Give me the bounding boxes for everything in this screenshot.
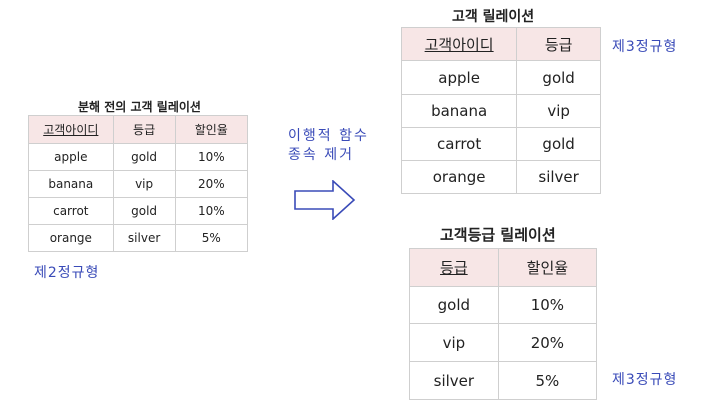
cell: banana bbox=[28, 170, 114, 198]
original-normal-form-note: 제2정규형 bbox=[34, 265, 100, 281]
cell: 10% bbox=[174, 197, 249, 225]
table-row: orange silver 5% bbox=[28, 224, 249, 252]
cell: gold bbox=[112, 197, 176, 225]
header-grade: 등급 bbox=[409, 248, 499, 287]
cell: gold bbox=[516, 127, 601, 161]
cell: silver bbox=[409, 361, 499, 400]
table-row: carrot gold 10% bbox=[28, 197, 249, 225]
header-grade: 등급 bbox=[516, 27, 601, 61]
table-row: gold 10% bbox=[409, 286, 598, 324]
right-arrow-icon bbox=[294, 180, 356, 220]
cell: silver bbox=[516, 160, 601, 194]
original-relation-title: 분해 전의 고객 릴레이션 bbox=[78, 100, 201, 114]
cell: gold bbox=[112, 143, 176, 171]
cell: apple bbox=[28, 143, 114, 171]
table-row: orange silver bbox=[400, 160, 601, 194]
header-grade: 등급 bbox=[112, 115, 176, 144]
header-discount: 할인율 bbox=[497, 248, 598, 287]
cell: carrot bbox=[28, 197, 114, 225]
table-row: vip 20% bbox=[409, 323, 598, 362]
transform-caption-line2: 종속 제거 bbox=[288, 147, 354, 163]
transform-caption: 이행적 함수 종속 제거 bbox=[288, 127, 369, 165]
cell: banana bbox=[400, 94, 518, 128]
grade-normal-form-note: 제3정규형 bbox=[612, 372, 678, 388]
cell: silver bbox=[112, 224, 176, 252]
customer-normal-form-note: 제3정규형 bbox=[612, 39, 678, 55]
cell: orange bbox=[400, 160, 518, 194]
table-row: banana vip bbox=[400, 94, 601, 128]
customer-relation-table: 고객아이디 등급 apple gold banana vip carrot go… bbox=[400, 27, 601, 194]
header-discount: 할인율 bbox=[174, 115, 249, 144]
table-row: carrot gold bbox=[400, 127, 601, 161]
table-row: apple gold bbox=[400, 60, 601, 95]
cell: gold bbox=[409, 286, 499, 324]
cell: gold bbox=[516, 60, 601, 95]
transform-caption-line1: 이행적 함수 bbox=[288, 128, 369, 144]
cell: carrot bbox=[400, 127, 518, 161]
customer-relation-title: 고객 릴레이션 bbox=[452, 9, 535, 25]
cell: 10% bbox=[497, 286, 598, 324]
original-relation-table: 고객아이디 등급 할인율 apple gold 10% banana vip 2… bbox=[28, 115, 249, 252]
cell: 5% bbox=[497, 361, 598, 400]
table-row: banana vip 20% bbox=[28, 170, 249, 198]
cell: apple bbox=[400, 60, 518, 95]
cell: 5% bbox=[174, 224, 249, 252]
header-customer-id: 고객아이디 bbox=[28, 115, 114, 144]
cell: 20% bbox=[174, 170, 249, 198]
header-customer-id: 고객아이디 bbox=[400, 27, 518, 61]
table-row: apple gold 10% bbox=[28, 143, 249, 171]
cell: 10% bbox=[174, 143, 249, 171]
grade-relation-title: 고객등급 릴레이션 bbox=[440, 226, 556, 244]
cell: vip bbox=[409, 323, 499, 362]
cell: vip bbox=[516, 94, 601, 128]
cell: orange bbox=[28, 224, 114, 252]
cell: vip bbox=[112, 170, 176, 198]
cell: 20% bbox=[497, 323, 598, 362]
table-row: silver 5% bbox=[409, 361, 598, 400]
grade-relation-table: 등급 할인율 gold 10% vip 20% silver 5% bbox=[409, 248, 598, 400]
